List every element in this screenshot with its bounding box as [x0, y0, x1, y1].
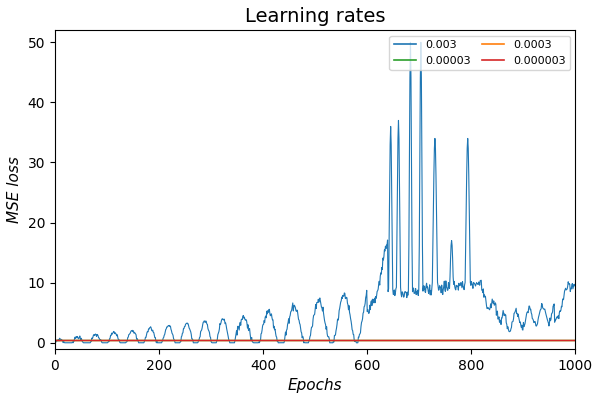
- 0.003: [51, 340, 58, 345]
- 0.003: [547, 318, 554, 323]
- 0.000003: [51, 338, 58, 342]
- 0.0003: [83, 338, 90, 342]
- 0.003: [512, 308, 519, 312]
- 0.0003: [51, 338, 58, 342]
- 0.0003: [547, 338, 554, 342]
- 0.000003: [511, 338, 518, 342]
- 0.00003: [457, 338, 464, 342]
- 0.00003: [157, 338, 164, 342]
- Legend: 0.003, 0.00003, 0.0003, 0.000003: 0.003, 0.00003, 0.0003, 0.000003: [389, 36, 570, 70]
- 0.003: [407, 40, 414, 45]
- 0.000003: [476, 338, 483, 342]
- Title: Learning rates: Learning rates: [245, 7, 385, 26]
- 0.003: [572, 281, 579, 286]
- 0.000003: [83, 338, 90, 342]
- 0.0003: [157, 338, 164, 342]
- 0.000003: [457, 338, 464, 342]
- 0.0003: [511, 338, 518, 342]
- 0.003: [476, 278, 484, 283]
- 0.00003: [511, 338, 518, 342]
- Y-axis label: MSE loss: MSE loss: [7, 156, 22, 223]
- X-axis label: Epochs: Epochs: [288, 378, 343, 393]
- 0.00003: [572, 338, 579, 342]
- 0.00003: [51, 338, 58, 342]
- 0.00003: [547, 338, 554, 342]
- 0.000003: [157, 338, 164, 342]
- 0.0003: [572, 338, 579, 342]
- 0.0003: [457, 338, 464, 342]
- 0.000003: [572, 338, 579, 342]
- 0.00003: [83, 338, 90, 342]
- 0.003: [457, 280, 464, 285]
- 0.003: [157, 340, 164, 345]
- Line: 0.003: 0.003: [55, 42, 575, 343]
- 0.003: [83, 340, 90, 345]
- 0.000003: [547, 338, 554, 342]
- 0.00003: [476, 338, 483, 342]
- 0.0003: [476, 338, 483, 342]
